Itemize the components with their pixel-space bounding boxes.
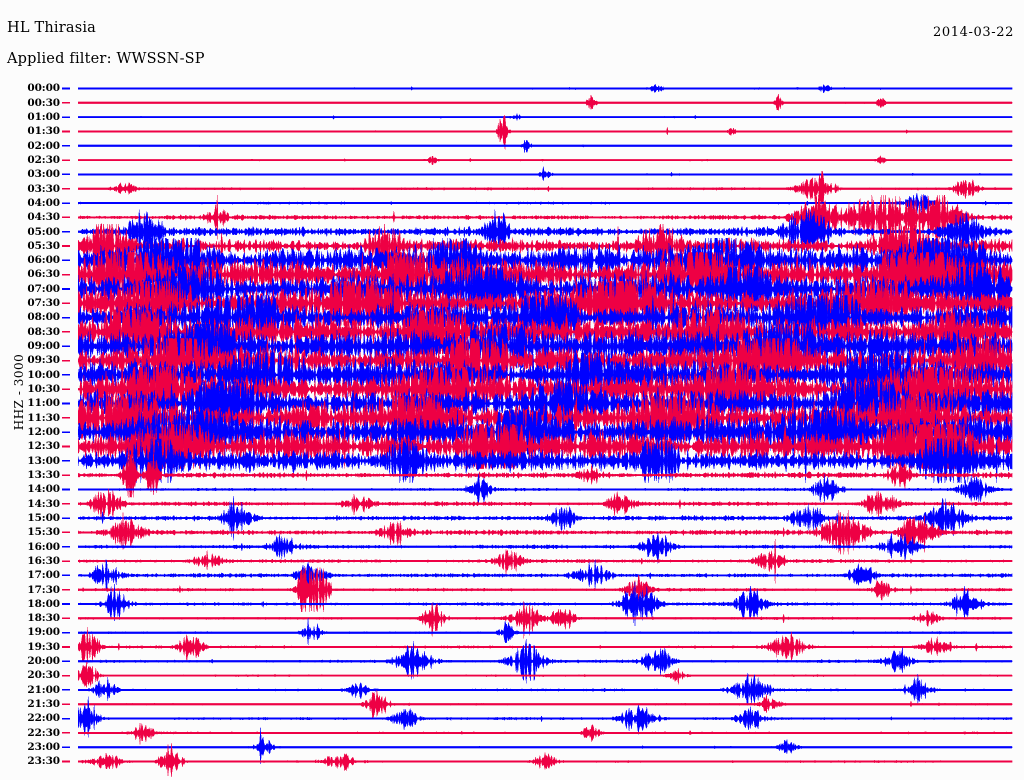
trace-row (77, 538, 1013, 584)
trace-row (77, 166, 1013, 182)
trace-row (77, 452, 1013, 498)
trace-row (77, 672, 1013, 707)
trace-row (77, 139, 1013, 153)
trace-row (77, 639, 1013, 684)
trace-row (77, 743, 1013, 778)
time-label: 22:00 (27, 712, 60, 725)
trace-row (77, 488, 1013, 520)
trace-row (77, 696, 1013, 738)
time-label: 21:30 (27, 698, 60, 711)
time-label: 18:00 (27, 597, 60, 610)
time-label: 12:00 (27, 425, 60, 438)
time-label: 12:30 (27, 440, 60, 453)
time-label: 01:00 (27, 110, 60, 123)
time-label: 06:30 (27, 268, 60, 281)
trace-row (77, 209, 1013, 255)
time-label: 22:30 (27, 726, 60, 739)
time-label: 10:30 (27, 383, 60, 396)
time-label: 19:00 (27, 626, 60, 639)
time-label: 07:00 (27, 282, 60, 295)
trace-row (77, 626, 1013, 665)
time-label: 15:30 (27, 526, 60, 539)
time-axis: 00:00 00:30 01:00 01:30 02:00 02:30 03:00 03:30… (0, 0, 60, 780)
time-label: 16:00 (27, 540, 60, 553)
trace-row (77, 223, 1013, 269)
time-label: 19:30 (27, 640, 60, 653)
trace-row (77, 617, 1013, 646)
trace-row (77, 600, 1013, 639)
trace-row (77, 93, 1013, 111)
time-label: 13:00 (27, 454, 60, 467)
time-label: 23:00 (27, 741, 60, 754)
time-label: 09:00 (27, 340, 60, 353)
time-label: 04:00 (27, 196, 60, 209)
record-date: 2014-03-22 (933, 25, 1014, 40)
time-label: 17:30 (27, 583, 60, 596)
time-label: 23:30 (27, 755, 60, 768)
time-label: 05:00 (27, 225, 60, 238)
time-label: 11:30 (27, 411, 60, 424)
time-label: 20:30 (27, 669, 60, 682)
trace-row (77, 84, 1013, 94)
time-label: 18:30 (27, 612, 60, 625)
trace-row (77, 532, 1013, 564)
trace-row (77, 510, 1013, 555)
station-title: HL Thirasia (7, 20, 97, 36)
time-label: 10:00 (27, 368, 60, 381)
trace-row (77, 155, 1013, 165)
time-label: 04:30 (27, 211, 60, 224)
time-label: 14:30 (27, 497, 60, 510)
time-label: 02:00 (27, 139, 60, 152)
time-label: 15:00 (27, 511, 60, 524)
trace-row (77, 115, 1013, 150)
time-label: 02:30 (27, 153, 60, 166)
time-label: 16:30 (27, 554, 60, 567)
time-label: 00:00 (27, 82, 60, 95)
trace-row (77, 722, 1013, 745)
trace-row (77, 112, 1013, 121)
trace-row (77, 495, 1013, 541)
trace-row (77, 438, 1013, 484)
time-label: 05:30 (27, 239, 60, 252)
time-label: 08:30 (27, 325, 60, 338)
time-label: 21:00 (27, 683, 60, 696)
time-label: 03:00 (27, 168, 60, 181)
time-label: 06:00 (27, 254, 60, 267)
trace-row (77, 170, 1013, 205)
trace-row (77, 661, 1013, 688)
time-label: 08:00 (27, 311, 60, 324)
trace-row (77, 567, 1013, 613)
time-label: 14:00 (27, 483, 60, 496)
time-label: 11:00 (27, 397, 60, 410)
trace-row (77, 192, 1013, 215)
trace-row (77, 690, 1013, 720)
time-label: 09:30 (27, 354, 60, 367)
trace-row (77, 309, 1013, 355)
trace-row (77, 727, 1013, 765)
time-label: 00:30 (27, 96, 60, 109)
applied-filter-label: Applied filter: WWSSN-SP (7, 51, 205, 67)
trace-row (77, 581, 1013, 627)
time-label: 13:30 (27, 468, 60, 481)
time-label: 01:30 (27, 125, 60, 138)
trace-row (77, 194, 1013, 241)
trace-row (77, 473, 1013, 504)
time-label: 07:30 (27, 297, 60, 310)
time-label: 03:30 (27, 182, 60, 195)
time-label: 20:00 (27, 655, 60, 668)
time-label: 17:00 (27, 569, 60, 582)
